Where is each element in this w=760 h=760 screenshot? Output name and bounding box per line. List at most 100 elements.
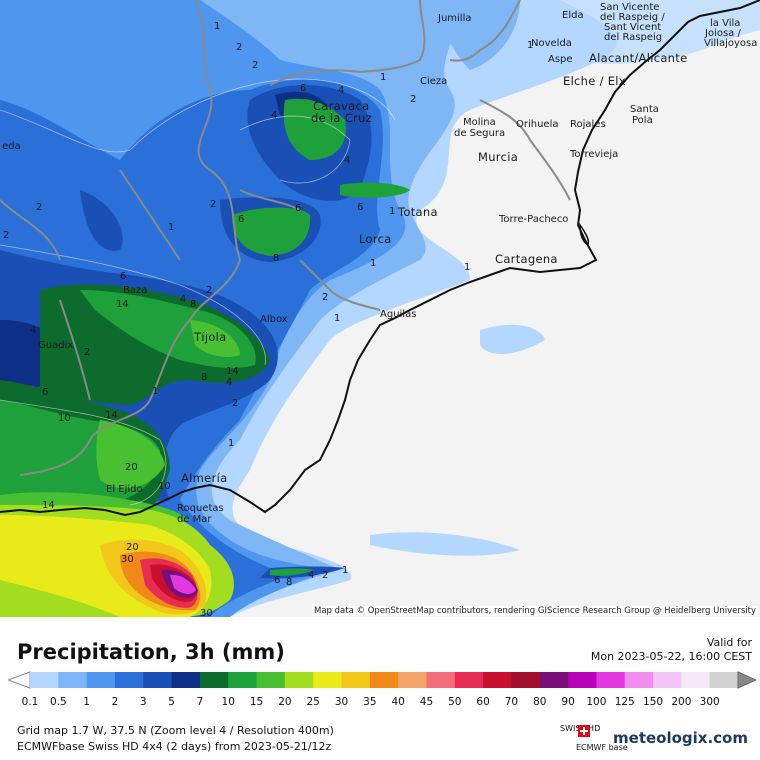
color-swatch — [709, 672, 739, 688]
color-swatch — [653, 672, 682, 688]
color-swatch — [398, 672, 427, 688]
contour-label: 2 — [36, 202, 43, 213]
contour-label: 20 — [125, 462, 138, 473]
scale-tick: 3 — [139, 696, 147, 708]
city-label: Sant Vicent — [604, 22, 662, 33]
color-swatch — [539, 672, 569, 688]
scale-tick: 50 — [448, 696, 462, 708]
map-canvas — [0, 0, 760, 617]
city-label: Jumilla — [438, 13, 472, 24]
scale-tick: 40 — [391, 696, 405, 708]
contour-label: 8 — [286, 577, 293, 588]
city-label: Villajoyosa — [704, 38, 758, 49]
contour-label: 8 — [273, 253, 280, 264]
color-swatch — [256, 672, 286, 688]
color-swatch — [284, 672, 314, 688]
scale-tick: 90 — [561, 696, 575, 708]
scale-tick: 20 — [278, 696, 292, 708]
color-swatch — [681, 672, 711, 688]
contour-label: 1 — [389, 206, 396, 217]
city-label: Guadix — [38, 340, 74, 351]
city-label: de Mar — [177, 514, 212, 525]
color-swatch — [483, 672, 512, 688]
scale-tick: 0.5 — [49, 696, 67, 708]
contour-label: 14 — [116, 299, 129, 310]
contour-label: 1 — [342, 565, 349, 576]
contour-label: 1 — [334, 313, 341, 324]
contour-label: 20 — [126, 542, 139, 553]
contour-label: 6 — [295, 203, 302, 214]
color-swatch — [228, 672, 258, 688]
color-swatch — [369, 672, 399, 688]
city-label: eda — [2, 141, 21, 152]
legend-panel — [0, 617, 760, 760]
contour-label: 2 — [322, 292, 329, 303]
scale-tick: 15 — [249, 696, 264, 708]
coastline — [0, 0, 760, 517]
meteologix-logo[interactable]: meteologix.com — [613, 729, 748, 747]
city-label: de la Cruz — [311, 111, 373, 125]
city-label: Novelda — [531, 38, 572, 49]
color-swatch — [454, 672, 484, 688]
city-label: de Segura — [454, 128, 506, 139]
scale-tick: 300 — [699, 696, 720, 708]
precipitation-map[interactable]: Jumilla Elda San Vicente del Raspeig / Sant … — [0, 0, 760, 617]
color-swatch — [341, 672, 371, 688]
contour-label: 2 — [410, 94, 417, 105]
contour-label: 4 — [308, 570, 315, 581]
contour-label: 2 — [252, 60, 259, 71]
scale-tick: 100 — [586, 696, 607, 708]
city-label: Joiosa / — [705, 28, 741, 39]
scale-tick: 5 — [168, 696, 175, 708]
contour-label: 1 — [527, 40, 534, 51]
legend-title: Precipitation, 3h (mm) — [17, 640, 285, 664]
color-swatch — [624, 672, 654, 688]
city-label: Molina — [463, 117, 496, 128]
scale-tick: 45 — [419, 696, 434, 708]
valid-time-box: Valid for Mon 2023-05-22, 16:00 CEST — [591, 636, 752, 664]
contour-label: 14 — [105, 410, 118, 421]
city-label: Albox — [260, 314, 288, 325]
contour-label: 4 — [344, 155, 351, 166]
contour-label: 1 — [370, 258, 377, 269]
ecmwf-base-label: ECMWF base — [576, 743, 628, 752]
contour-label: 1 — [380, 72, 387, 83]
contour-label: 10 — [158, 481, 171, 492]
color-swatch — [199, 672, 229, 688]
scale-tick: 2 — [111, 696, 119, 708]
contour-label: 4 — [226, 377, 233, 388]
contour-label: 1 — [152, 386, 159, 397]
scale-tick: 7 — [196, 696, 204, 708]
scale-tick: 30 — [334, 696, 349, 708]
contour-label: 6 — [274, 575, 281, 586]
scale-tick: 1 — [83, 696, 90, 708]
city-label: Lorca — [359, 232, 392, 246]
contour-label: 4 — [271, 110, 278, 121]
contour-label: 2 — [84, 347, 91, 358]
scale-tick: 80 — [533, 696, 547, 708]
city-label: Orihuela — [516, 119, 559, 130]
contour-label: 4 — [180, 294, 187, 305]
city-label: Torrevieja — [570, 149, 619, 160]
city-label: Torre-Pacheco — [499, 214, 569, 225]
color-swatch — [143, 672, 173, 688]
scale-tick: 70 — [504, 696, 519, 708]
color-swatch — [171, 672, 201, 688]
swiss-flag-icon — [578, 725, 590, 737]
city-label: San Vicente — [600, 2, 660, 13]
scale-tick: 200 — [671, 696, 692, 708]
contour-label: 14 — [226, 366, 239, 377]
contour-label: 6 — [357, 202, 364, 213]
contour-label: 4 — [338, 85, 345, 96]
contour-label: 8 — [190, 299, 197, 310]
map-attribution[interactable]: Map data © OpenStreetMap contributors, r… — [312, 606, 758, 616]
city-label: El Ejido — [106, 484, 143, 495]
city-label: la Vila — [710, 18, 741, 29]
city-label: Elche / Elx — [563, 74, 626, 88]
color-swatch — [114, 672, 144, 688]
city-label: Cartagena — [495, 252, 558, 266]
contour-label: 1 — [228, 438, 235, 449]
contour-label: 6 — [120, 271, 127, 282]
model-info: ECMWFbase Swiss HD 4x4 (2 days) from 202… — [17, 740, 332, 753]
city-label: Aguilas — [380, 309, 417, 320]
